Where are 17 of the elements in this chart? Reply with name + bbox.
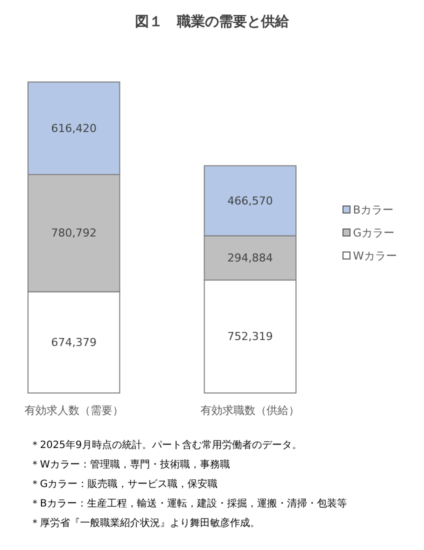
data-label: 752,319 bbox=[227, 330, 273, 344]
chart-title: 図１ 職業の需要と供給 bbox=[135, 13, 290, 30]
data-label: 466,570 bbox=[227, 194, 273, 208]
text: ＊Bカラー：生産工程，輸送・運転，建設・採掘，運搬・清掃・包装等 bbox=[30, 498, 347, 510]
x-tick-label: 有効求人数（需要） bbox=[24, 404, 124, 417]
text: Wカラー bbox=[353, 250, 397, 262]
data-label: 674,379 bbox=[51, 336, 97, 349]
legend-label: Gカラー bbox=[353, 226, 395, 240]
data-label: 780,792 bbox=[51, 226, 97, 240]
text: ＊Wカラー：管理職，専門・技術職，事務職 bbox=[30, 458, 230, 470]
text: ＊2025年9月時点の統計。パート含む常用労働者のデータ。 bbox=[30, 439, 302, 451]
legend-label: Bカラー bbox=[353, 204, 394, 216]
data-label: 616,420 bbox=[51, 122, 97, 135]
data-label: 294,884 bbox=[227, 251, 273, 264]
x-tick-label: 有効求職数（供給） bbox=[200, 404, 300, 417]
text: ＊厚労省『一般職業紹介状況』より舞田敏彦作成。 bbox=[30, 517, 260, 529]
text: ＊Gカラー：販売職，サービス職，保安職 bbox=[30, 478, 218, 490]
